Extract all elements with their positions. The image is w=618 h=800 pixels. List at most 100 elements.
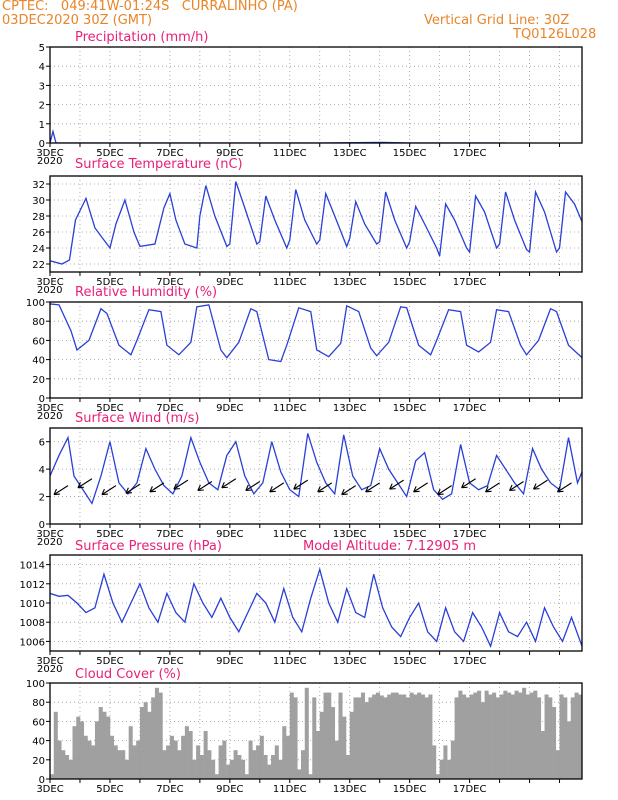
cloud-xtick-label: 13DEC	[333, 784, 367, 795]
cloud-bar	[593, 695, 597, 779]
cloud-bar	[589, 688, 593, 779]
cloud-bar	[222, 740, 227, 779]
cloud-bar	[604, 697, 608, 779]
cloud-ytick-label: 0	[39, 775, 45, 786]
cloud-bar	[484, 690, 489, 779]
pres-ytick-label: 1012	[20, 580, 45, 591]
cloud-bar	[113, 745, 118, 779]
wind-arrow-shaft	[293, 479, 309, 490]
cloud-bar	[432, 745, 437, 779]
cloud-xtick-label: 9DEC	[216, 784, 243, 795]
cloud-bar	[79, 721, 85, 779]
cloud-bar	[177, 750, 182, 779]
cloud-bar	[503, 690, 508, 779]
cloud-bar	[548, 697, 553, 779]
cloud-bar	[87, 740, 92, 779]
pres-ytick-label: 1014	[20, 561, 45, 572]
rh-ytick-label: 100	[26, 298, 45, 309]
cloud-bar	[301, 750, 306, 779]
cloud-xtick-label: 15DEC	[393, 784, 427, 795]
cloud-bar	[282, 726, 287, 779]
cloud-bar	[64, 755, 70, 779]
cloud-ytick-label: 100	[26, 679, 45, 690]
cloud-bar	[488, 694, 493, 779]
wind-arrow-shaft	[245, 481, 261, 491]
cloud-bar	[507, 692, 512, 779]
cloud-bar	[323, 692, 328, 779]
temp-title: Surface Temperature (nC)	[75, 157, 243, 172]
temp-xtick-label: 15DEC	[393, 277, 427, 288]
precip-xtick-label: 5DEC	[96, 148, 123, 159]
cloud-bar	[465, 697, 470, 779]
cloud-bar	[76, 716, 81, 779]
cloud-bar	[109, 735, 114, 779]
wind-xtick-label: 11DEC	[273, 529, 307, 540]
temp-ytick-label: 22	[32, 260, 45, 271]
wind-arrow-head	[173, 483, 177, 490]
temp-ytick-label: 30	[32, 196, 45, 207]
cloud-bar	[522, 687, 527, 779]
precip-ytick-label: 0	[39, 139, 45, 150]
wind-arrow-head	[197, 489, 204, 492]
wind-arrow	[341, 485, 357, 496]
temp-frame	[49, 175, 583, 273]
wind-arrow	[77, 478, 93, 489]
precip-series-line	[50, 128, 506, 143]
cloud-bar	[229, 759, 234, 779]
cloud-bar	[154, 687, 159, 779]
pres-xtick-label: 15DEC	[393, 656, 427, 667]
wind-arrow-shaft	[197, 481, 213, 491]
cloud-bar	[439, 759, 444, 779]
cloud-bar	[525, 694, 530, 779]
cloud-bar	[570, 697, 575, 779]
wind-arrow-shaft	[533, 479, 548, 490]
cloud-bar	[91, 745, 96, 779]
wind-panel: Surface Wind (m/s) 0 2 4 6 3DEC 5DEC 7DEC 9DEC 11…	[36, 411, 583, 548]
precip-xtick-label: 3DEC	[36, 148, 63, 159]
wind-arrow-shaft	[413, 482, 428, 493]
wind-arrow-head	[317, 486, 321, 493]
wind-arrow-shaft	[437, 485, 452, 496]
temp-xtick-label: 17DEC	[453, 277, 487, 288]
cloud-frame	[49, 682, 583, 780]
wind-arrow-head	[149, 486, 153, 493]
cloud-ytick-label: 80	[32, 698, 45, 709]
cloud-bar	[417, 692, 422, 779]
wind-frame	[49, 427, 583, 525]
cloud-bar	[495, 697, 500, 779]
wind-arrow-shaft	[53, 485, 69, 496]
pres-xtick-label: 5DEC	[96, 656, 123, 667]
cloud-bar	[128, 726, 133, 779]
wind-arrow-head	[197, 484, 201, 491]
rh-panel: Relative Humidity (%) 0 20 40 60 80 100 3DEC 5DE…	[26, 285, 583, 422]
cloud-bar	[53, 711, 58, 779]
cloud-ytick-label: 40	[32, 737, 45, 748]
wind-ytick-label: 6	[39, 438, 45, 449]
cloud-panel: Cloud Cover (%) 0 20 40 60 80 100 3DEC 5DEC 7DEC 9…	[26, 667, 608, 795]
precip-ytick-label: 3	[39, 81, 45, 92]
wind-arrow	[149, 482, 165, 493]
wind-xtick-label: 5DEC	[96, 529, 123, 540]
cloud-bar	[233, 750, 238, 779]
cloud-bar	[83, 735, 88, 779]
cloud-bar	[256, 745, 261, 779]
header-model: TQ0126L028	[513, 27, 597, 42]
wind-ytick-label: 2	[39, 493, 45, 504]
temp-xtick-label: 11DEC	[273, 277, 307, 288]
wind-arrow	[413, 482, 428, 493]
cloud-bar	[139, 707, 144, 779]
rh-xtick-label: 5DEC	[96, 403, 123, 414]
cloud-bar	[428, 694, 433, 779]
precip-xtick-label: 13DEC	[333, 148, 367, 159]
wind-arrow	[197, 481, 213, 492]
cloud-bar	[514, 690, 519, 779]
cloud-bar	[289, 692, 294, 779]
cloud-bar	[121, 750, 126, 779]
header-station: CPTEC: 049:41W-01:24S CURRALINHO (PA)	[2, 0, 298, 14]
cloud-bar	[387, 694, 392, 779]
wind-arrow-shaft	[317, 482, 333, 493]
cloud-bar	[383, 697, 388, 779]
wind-arrow-shaft	[125, 483, 141, 494]
pres-xtick-label: 3DEC	[36, 656, 63, 667]
wind-arrow-shaft	[389, 479, 404, 490]
